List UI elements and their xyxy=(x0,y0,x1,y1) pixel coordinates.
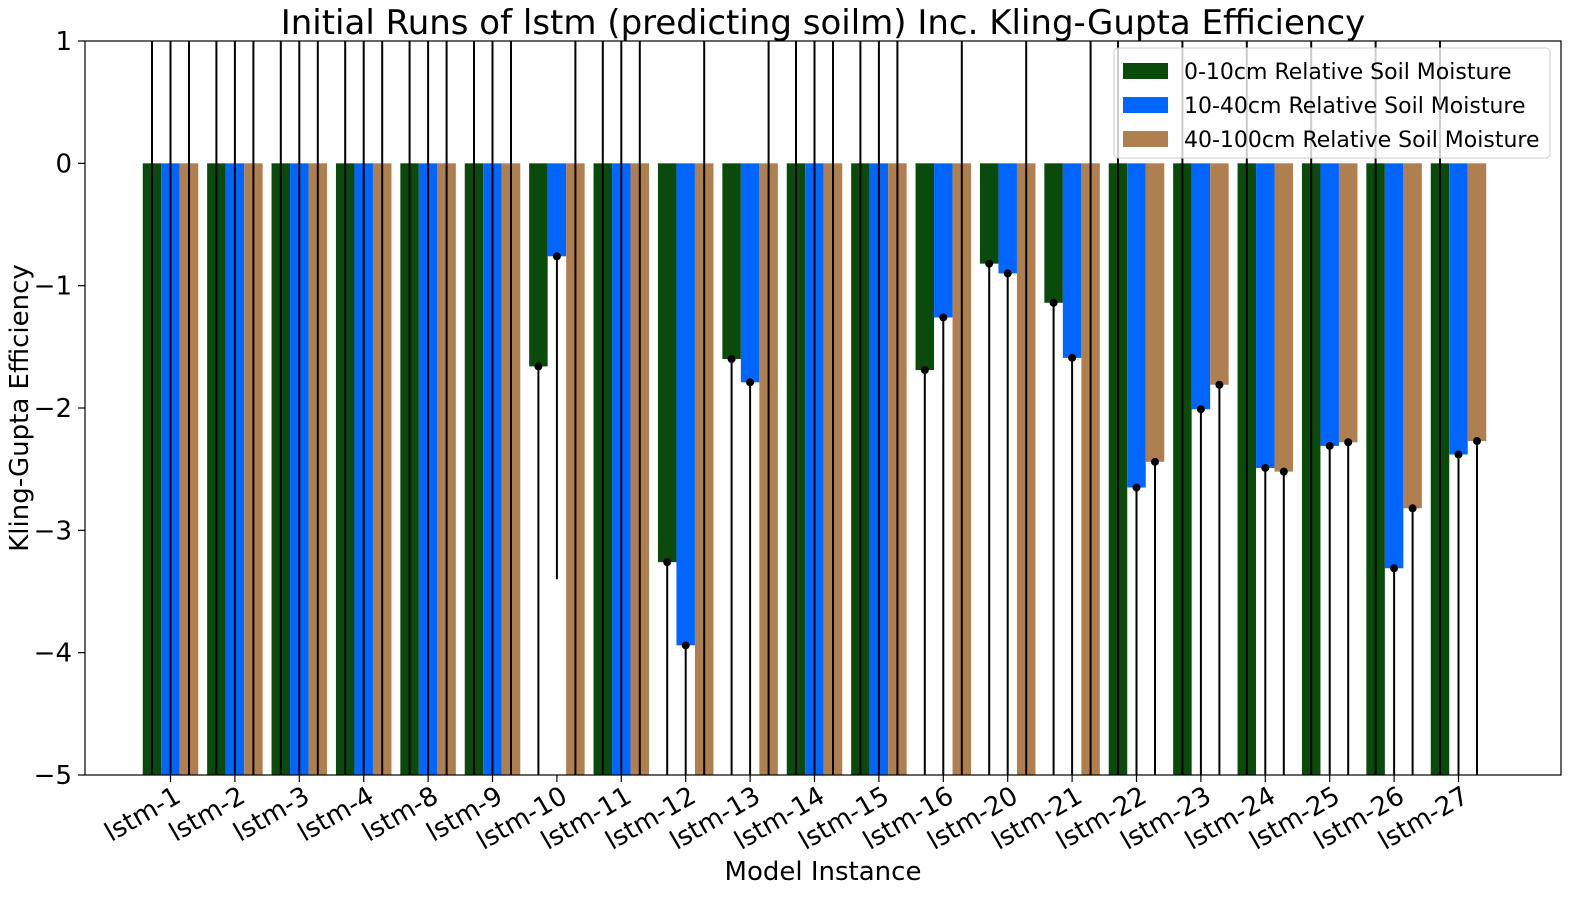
x-axis: lstm-1lstm-2lstm-3lstm-4lstm-8lstm-9lstm… xyxy=(100,775,1474,856)
point-marker-lstm-20-10-40cm-relative-soil-moisture xyxy=(1003,269,1012,278)
point-marker-lstm-13-0-10cm-relative-soil-moisture xyxy=(727,355,736,364)
bar-lstm-22-40-100cm-relative-soil-moisture xyxy=(1145,163,1165,462)
point-marker-lstm-25-10-40cm-relative-soil-moisture xyxy=(1325,441,1334,450)
legend-label-10-40cm: 10-40cm Relative Soil Moisture xyxy=(1184,94,1525,119)
y-tick-label: −5 xyxy=(34,761,72,791)
point-marker-lstm-12-0-10cm-relative-soil-moisture xyxy=(663,558,672,567)
bar-lstm-23-10-40cm-relative-soil-moisture xyxy=(1191,163,1211,410)
bar-lstm-13-0-10cm-relative-soil-moisture xyxy=(722,163,741,360)
bar-lstm-16-10-40cm-relative-soil-moisture xyxy=(934,163,953,318)
bar-lstm-24-40-100cm-relative-soil-moisture xyxy=(1274,163,1294,472)
bar-lstm-27-10-40cm-relative-soil-moisture xyxy=(1449,163,1468,455)
y-tick-label: 0 xyxy=(55,149,72,179)
point-marker-lstm-27-40-100cm-relative-soil-moisture xyxy=(1473,437,1481,446)
bar-lstm-22-10-40cm-relative-soil-moisture xyxy=(1127,163,1146,488)
x-axis-label: Model Instance xyxy=(725,857,922,887)
legend: 0-10cm Relative Soil Moisture 10-40cm Re… xyxy=(1113,47,1551,159)
legend-swatch-0-10cm xyxy=(1123,63,1168,79)
bar-lstm-16-0-10cm-relative-soil-moisture xyxy=(915,163,935,371)
bar-lstm-23-40-100cm-relative-soil-moisture xyxy=(1210,163,1229,385)
bar-lstm-12-0-10cm-relative-soil-moisture xyxy=(657,163,677,563)
point-marker-lstm-24-40-100cm-relative-soil-moisture xyxy=(1279,467,1288,476)
point-marker-lstm-22-40-100cm-relative-soil-moisture xyxy=(1151,457,1159,466)
point-marker-lstm-21-10-40cm-relative-soil-moisture xyxy=(1068,353,1077,362)
y-tick-label: −3 xyxy=(34,516,72,546)
legend-swatch-40-100cm xyxy=(1123,131,1168,147)
legend-label-40-100cm: 40-100cm Relative Soil Moisture xyxy=(1184,128,1539,153)
y-axis: 1 0 −1 −2 −3 −4 −5 xyxy=(34,27,85,791)
point-marker-lstm-25-40-100cm-relative-soil-moisture xyxy=(1344,438,1353,447)
point-marker-lstm-10-10-40cm-relative-soil-moisture xyxy=(552,252,561,261)
bar-lstm-20-0-10cm-relative-soil-moisture xyxy=(979,163,999,264)
point-marker-lstm-16-10-40cm-relative-soil-moisture xyxy=(939,313,948,322)
chart-title: Initial Runs of lstm (predicting soilm) … xyxy=(281,3,1366,43)
y-tick-label: 1 xyxy=(55,27,72,57)
bar-lstm-25-10-40cm-relative-soil-moisture xyxy=(1320,163,1339,446)
bar-lstm-13-10-40cm-relative-soil-moisture xyxy=(740,163,760,383)
y-tick-label: −2 xyxy=(34,394,72,424)
y-tick-label: −4 xyxy=(34,639,72,669)
point-marker-lstm-16-0-10cm-relative-soil-moisture xyxy=(920,366,929,375)
point-marker-lstm-10-0-10cm-relative-soil-moisture xyxy=(534,362,543,371)
legend-swatch-10-40cm xyxy=(1123,97,1168,113)
legend-label-0-10cm: 0-10cm Relative Soil Moisture xyxy=(1184,60,1512,85)
bar-lstm-26-10-40cm-relative-soil-moisture xyxy=(1384,163,1404,569)
bar-lstm-26-40-100cm-relative-soil-moisture xyxy=(1403,163,1422,509)
bar-lstm-12-10-40cm-relative-soil-moisture xyxy=(676,163,695,646)
y-axis-label: Kling-Gupta Efficiency xyxy=(5,264,35,552)
bar-lstm-10-0-10cm-relative-soil-moisture xyxy=(529,163,548,367)
y-tick-label: −1 xyxy=(34,272,72,302)
point-marker-lstm-27-10-40cm-relative-soil-moisture xyxy=(1454,450,1463,459)
point-marker-lstm-23-10-40cm-relative-soil-moisture xyxy=(1196,405,1205,414)
point-marker-lstm-26-40-100cm-relative-soil-moisture xyxy=(1408,504,1417,513)
bar-lstm-21-10-40cm-relative-soil-moisture xyxy=(1062,163,1082,358)
point-marker-lstm-20-0-10cm-relative-soil-moisture xyxy=(985,259,994,268)
point-marker-lstm-12-10-40cm-relative-soil-moisture xyxy=(681,641,690,650)
point-marker-lstm-13-10-40cm-relative-soil-moisture xyxy=(746,378,755,387)
bar-lstm-25-40-100cm-relative-soil-moisture xyxy=(1338,163,1358,443)
point-marker-lstm-21-0-10cm-relative-soil-moisture xyxy=(1049,298,1058,307)
bar-lstm-21-0-10cm-relative-soil-moisture xyxy=(1044,163,1063,303)
legend-frame xyxy=(1113,47,1551,159)
bar-lstm-20-10-40cm-relative-soil-moisture xyxy=(998,163,1017,274)
point-marker-lstm-26-10-40cm-relative-soil-moisture xyxy=(1390,564,1399,573)
point-marker-lstm-23-40-100cm-relative-soil-moisture xyxy=(1215,380,1224,389)
point-marker-lstm-22-10-40cm-relative-soil-moisture xyxy=(1132,483,1141,492)
error-bar-layer xyxy=(151,41,1481,775)
point-marker-lstm-24-10-40cm-relative-soil-moisture xyxy=(1261,463,1270,472)
bar-lstm-27-40-100cm-relative-soil-moisture xyxy=(1467,163,1487,442)
bar-lstm-10-10-40cm-relative-soil-moisture xyxy=(547,163,567,257)
bar-lstm-24-10-40cm-relative-soil-moisture xyxy=(1256,163,1275,468)
